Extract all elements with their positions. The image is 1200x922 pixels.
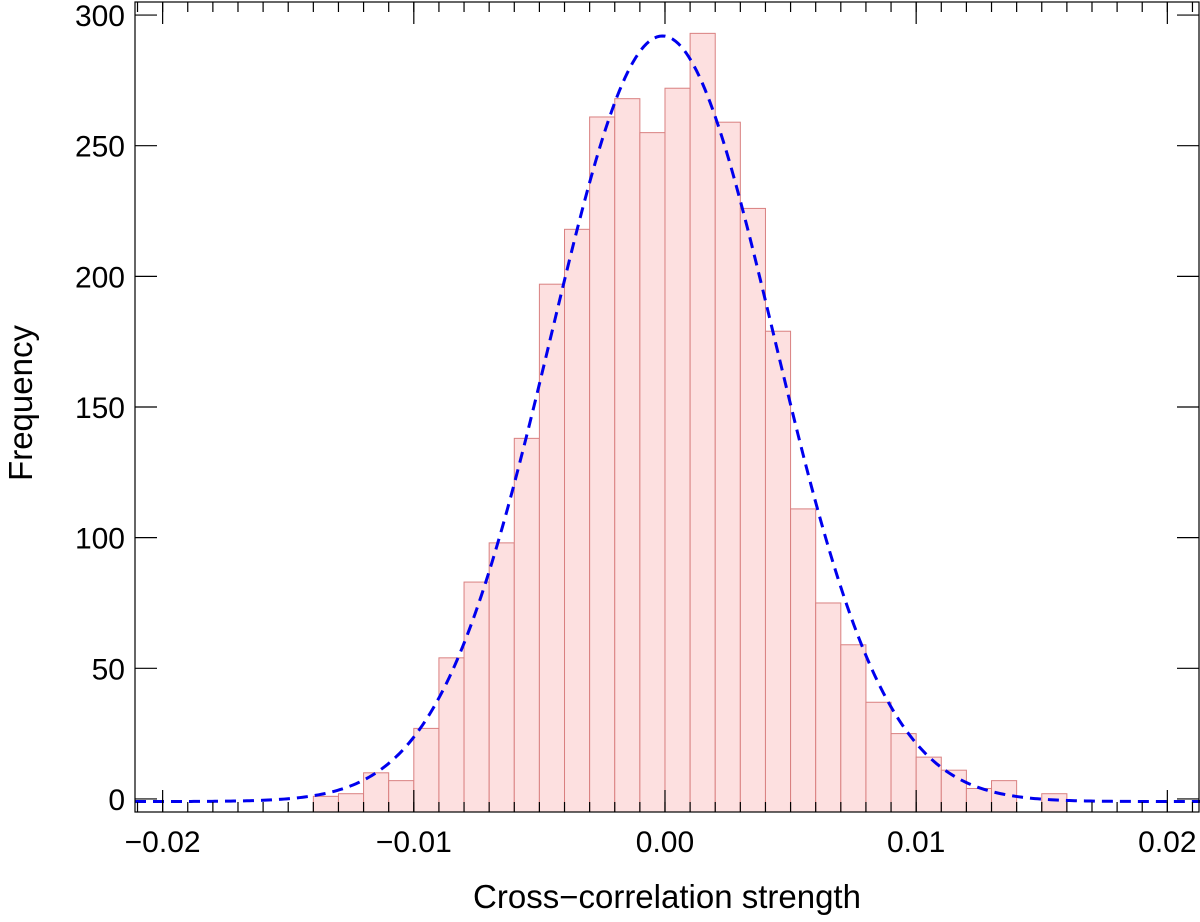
histogram-bars	[312, 32, 1068, 813]
histogram-bar	[463, 581, 490, 813]
y-tick-label: 50	[92, 653, 125, 686]
histogram-bar	[564, 228, 591, 813]
histogram-bar	[312, 795, 339, 813]
histogram-bar	[664, 87, 691, 813]
histogram-bar	[614, 98, 641, 813]
y-tick-labels: 0 50 100 150 200 250 300	[75, 0, 125, 817]
y-axis-label: Frequency	[2, 325, 39, 481]
histogram-bar	[413, 727, 440, 813]
x-tick-label: −0.01	[376, 826, 452, 859]
histogram-bar	[388, 780, 415, 813]
histogram-bar	[538, 283, 566, 813]
histogram-bar	[915, 756, 942, 813]
histogram-bar	[739, 207, 766, 813]
y-tick-label: 100	[75, 523, 125, 556]
x-tick-label: −0.02	[125, 826, 201, 859]
histogram-bar	[1041, 793, 1068, 813]
histogram-bar	[513, 437, 540, 813]
histogram-bar	[890, 733, 917, 813]
y-tick-label: 0	[108, 784, 125, 817]
y-tick-label: 300	[75, 0, 125, 33]
histogram-bar	[714, 121, 741, 813]
histogram-bar	[815, 602, 842, 813]
histogram-bar	[438, 657, 465, 813]
x-tick-labels: −0.02 −0.01 0.00 0.01 0.02	[125, 826, 1197, 859]
histogram-bar	[337, 793, 365, 813]
histogram-bar	[840, 644, 867, 813]
histogram-bar	[764, 330, 792, 813]
histogram-bar	[589, 116, 616, 813]
histogram-bar	[639, 132, 666, 813]
histogram-bar	[488, 542, 515, 813]
y-tick-label: 200	[75, 261, 125, 294]
x-tick-label: 0.02	[1138, 826, 1196, 859]
histogram-bar	[790, 508, 817, 813]
axis-ticks	[135, 2, 1199, 812]
histogram-bar	[865, 701, 892, 813]
gaussian-fit-curve	[135, 34, 1200, 804]
x-tick-label: 0.01	[887, 826, 945, 859]
histogram-bar	[689, 32, 716, 813]
y-tick-label: 250	[75, 131, 125, 164]
histogram-bar	[965, 787, 993, 813]
x-axis-label: Cross−correlation strength	[473, 878, 861, 915]
x-tick-label: 0.00	[636, 826, 694, 859]
y-tick-label: 150	[75, 392, 125, 425]
